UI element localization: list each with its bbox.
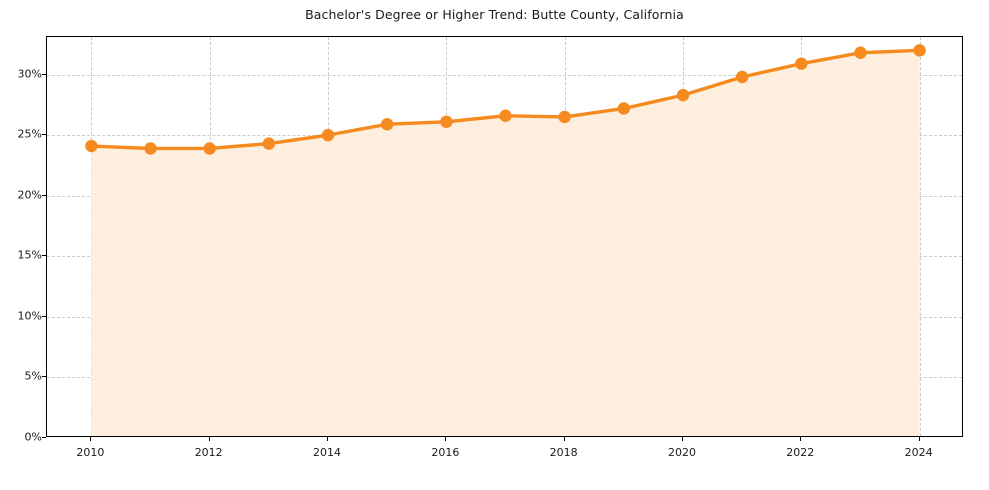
data-point-2023 [854,46,867,59]
data-point-2016 [440,115,453,128]
y-tick-mark-30% [42,73,46,75]
data-point-2024 [913,44,926,57]
y-tick-mark-25% [42,134,46,136]
y-tick-mark-5% [42,376,46,378]
data-point-2010 [85,139,98,153]
y-tick-label-20%: 20% [17,188,42,202]
x-tick-mark-2022 [800,437,802,441]
x-tick-label-2018: 2018 [549,446,578,459]
y-tick-label-30%: 30% [17,67,42,81]
x-tick-mark-2014 [327,437,329,441]
data-point-2019 [617,102,631,115]
data-point-2011 [144,142,157,155]
data-point-2018 [558,110,571,124]
x-tick-label-2012: 2012 [194,446,223,459]
x-tick-mark-2010 [90,437,92,441]
data-point-2020 [676,88,690,102]
data-point-2012 [203,142,216,155]
y-tick-mark-0% [42,437,46,438]
x-tick-mark-2020 [681,437,683,441]
x-tick-label-2020: 2020 [667,446,696,459]
data-point-2015 [380,118,394,131]
x-tick-label-2010: 2010 [76,446,105,459]
x-tick-mark-2012 [208,437,210,441]
x-tick-mark-2016 [445,437,447,441]
y-tick-label-15%: 15% [17,248,42,262]
series-layer [85,44,926,436]
y-tick-mark-10% [42,315,46,317]
data-point-markers [85,44,926,155]
x-tick-label-2024: 2024 [904,446,933,459]
data-point-2013 [262,137,276,150]
y-tick-label-5%: 5% [24,369,42,383]
data-point-2021 [735,70,749,84]
chart-title: Bachelor's Degree or Higher Trend: Butte… [305,7,684,22]
y-tick-label-10%: 10% [17,309,42,323]
x-tick-mark-2024 [918,437,920,441]
x-tick-label-2022: 2022 [786,446,815,459]
y-tick-label-0%: 0% [24,430,42,444]
data-point-2017 [499,109,512,122]
y-axis-tick-labels: 0% 5% 10% 15% 20% 25% 30% [0,36,42,443]
y-axis-tick-marks [42,36,46,438]
y-tick-label-25%: 25% [17,127,42,141]
x-axis: 2010 2012 2014 2016 2018 2020 2022 2024 [46,437,963,482]
data-point-2014 [321,128,335,142]
y-tick-mark-20% [42,194,46,196]
gridline-y-30% [47,74,962,76]
x-tick-label-2014: 2014 [313,446,342,459]
x-tick-mark-2018 [563,437,565,441]
y-tick-mark-15% [42,255,46,257]
data-point-2022 [795,57,808,70]
x-tick-label-2016: 2016 [431,446,460,459]
plot-area [46,36,963,437]
gridline-x-2024 [919,37,921,436]
area-fill [91,50,920,436]
